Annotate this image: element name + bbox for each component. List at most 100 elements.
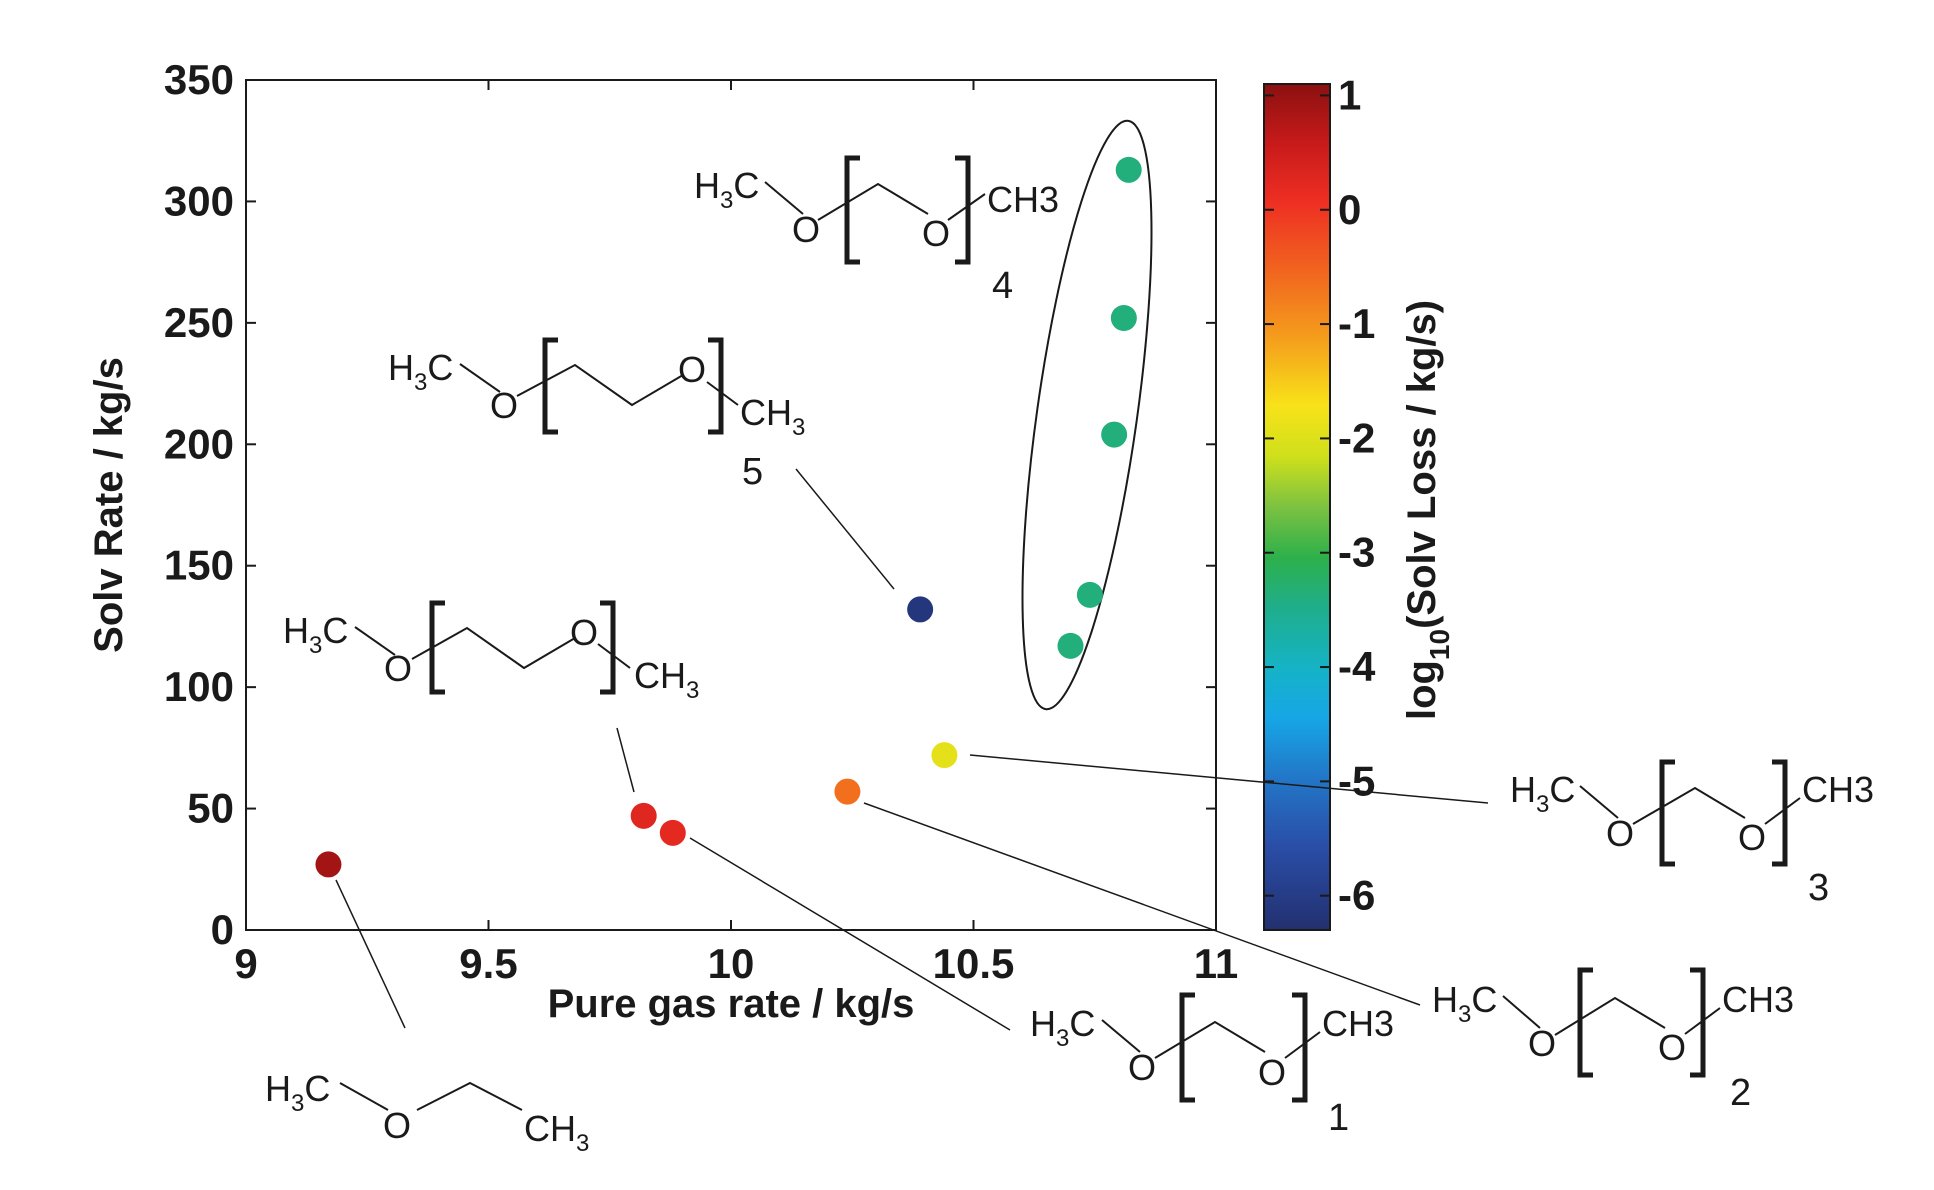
- mol0-bonds-left: [339, 1082, 389, 1111]
- mol2-bracket-right: [1690, 967, 1706, 1078]
- mol4-number: 4: [992, 265, 1013, 307]
- mol1-bond-a: [1101, 1019, 1141, 1053]
- scatter-point: [1101, 421, 1128, 448]
- y-tick-label: 350: [164, 56, 234, 103]
- scatter-point: [659, 819, 686, 846]
- mol6-oxygen-1: O: [384, 648, 412, 689]
- x-tick-label: 10: [708, 940, 755, 987]
- molecule-6: H3C O O CH3: [283, 600, 699, 704]
- y-tick-label: 250: [164, 299, 234, 346]
- mol3-bracket-right: [1772, 759, 1788, 867]
- scatter-point: [1076, 581, 1103, 608]
- colorbar-tick-label: -2: [1338, 414, 1375, 461]
- mol5-bracket-right: [708, 337, 724, 435]
- mol1-h3c: H3C: [1030, 1003, 1095, 1052]
- mol1-bracket-left: [1179, 992, 1195, 1103]
- colorbar-tick-label: -4: [1338, 643, 1376, 690]
- colorbar-tick-label: -5: [1338, 757, 1375, 804]
- mol2-bond-a: [1502, 995, 1541, 1029]
- colorbar-tick-label: -6: [1338, 872, 1375, 919]
- mol6-bracket-right: [600, 600, 616, 695]
- y-tick-label: 300: [164, 177, 234, 224]
- colorbar-ticks: 1 0 -1 -2 -3 -4 -5 -6: [1264, 71, 1376, 919]
- mol2-oxygen-1: O: [1528, 1023, 1556, 1064]
- colorbar: [1263, 83, 1331, 931]
- mol1-oxygen-1: O: [1128, 1047, 1156, 1088]
- scatter-point: [834, 778, 861, 805]
- molecule-2: H3C O O CH3 2: [1432, 967, 1794, 1114]
- x-axis-label: Pure gas rate / kg/s: [548, 982, 915, 1026]
- mol0-bonds-right: [416, 1081, 523, 1111]
- mol3-bond-b: [1632, 786, 1746, 825]
- mol5-bracket-left: [542, 337, 558, 435]
- mol3-oxygen-2: O: [1738, 817, 1766, 858]
- mol6-oxygen-2: O: [570, 612, 598, 653]
- molecule-5: H3C O O CH3 5: [388, 337, 805, 493]
- mol5-number: 5: [742, 451, 763, 493]
- mol4-oxygen-2: O: [922, 213, 950, 254]
- colorbar-tick-label: -1: [1338, 300, 1375, 347]
- x-axis-ticks: 9 9.5 10 10.5 11: [234, 80, 1238, 987]
- mol3-ch3: CH3: [1802, 769, 1874, 810]
- mol3-h3c: H3C: [1510, 769, 1575, 818]
- y-tick-label: 0: [211, 906, 234, 953]
- mol3-oxygen-1: O: [1606, 813, 1634, 854]
- leader-line-mol5: [795, 468, 895, 590]
- mol5-bond-c: [706, 381, 739, 406]
- scatter-point: [315, 851, 342, 878]
- mol4-bond-a: [764, 181, 804, 215]
- mol4-bond-b: [817, 182, 929, 221]
- x-tick-label: 10.5: [933, 940, 1015, 987]
- mol2-ch3: CH3: [1722, 979, 1794, 1020]
- leader-line-mol2: [863, 802, 1421, 1006]
- mol2-bond-c: [1684, 1007, 1721, 1035]
- leader-line-mol3: [969, 754, 1489, 804]
- mol5-h3c: H3C: [388, 347, 453, 396]
- mol4-bond-c: [947, 193, 986, 221]
- mol5-bond-a: [459, 363, 501, 393]
- mol4-bracket-left: [844, 155, 860, 265]
- mol6-h3c: H3C: [283, 610, 348, 659]
- molecule-1: H3C O O CH3 1: [1030, 992, 1394, 1139]
- mol0-oxygen: O: [383, 1105, 411, 1146]
- mol6-ch3: CH3: [634, 655, 699, 704]
- mol2-number: 2: [1730, 1072, 1751, 1114]
- mol2-oxygen-2: O: [1658, 1027, 1686, 1068]
- group-4-ellipse: [1021, 119, 1153, 711]
- mol4-ch3: CH3: [987, 179, 1059, 220]
- leader-line-mol1: [689, 837, 1011, 1031]
- mol2-bond-b: [1554, 996, 1666, 1036]
- y-tick-label: 150: [164, 542, 234, 589]
- leader-line-mol6: [616, 727, 635, 793]
- mol4-h3c: H3C: [694, 165, 759, 214]
- colorbar-tick-label: 1: [1338, 71, 1361, 118]
- y-axis-ticks: 0 50 100 150 200 250 300 350: [164, 56, 1216, 953]
- data-points: [315, 156, 1142, 878]
- mol1-bond-b: [1154, 1020, 1266, 1059]
- molecule-3: H3C O O CH3 3: [1510, 759, 1874, 909]
- molecule-4: H3C O O CH3 4: [694, 155, 1059, 307]
- x-tick-label: 9.5: [459, 940, 517, 987]
- mol4-bracket-right: [955, 155, 971, 265]
- y-tick-label: 100: [164, 663, 234, 710]
- mol5-bond-b: [516, 363, 684, 407]
- mol3-bond-a: [1579, 785, 1619, 819]
- scatter-point: [931, 742, 958, 769]
- mol1-bracket-right: [1292, 992, 1308, 1103]
- scatter-point: [630, 802, 657, 829]
- scatter-point: [907, 596, 934, 623]
- mol1-ch3: CH3: [1322, 1003, 1394, 1044]
- y-axis-label: Solv Rate / kg/s: [87, 357, 131, 653]
- scatter-point: [1110, 305, 1137, 331]
- mol4-oxygen-1: O: [792, 209, 820, 250]
- leader-lines: [335, 468, 1489, 1031]
- scatter-point: [1115, 156, 1142, 183]
- mol5-oxygen-1: O: [490, 385, 518, 426]
- mol6-bond-a: [354, 626, 396, 656]
- y-tick-label: 50: [187, 785, 234, 832]
- molecule-0: H3C O CH3: [265, 1068, 589, 1157]
- mol6-bond-b: [411, 626, 576, 670]
- mol0-ch3: CH3: [524, 1108, 589, 1157]
- y-tick-label: 200: [164, 420, 234, 467]
- x-tick-label: 9: [234, 940, 257, 987]
